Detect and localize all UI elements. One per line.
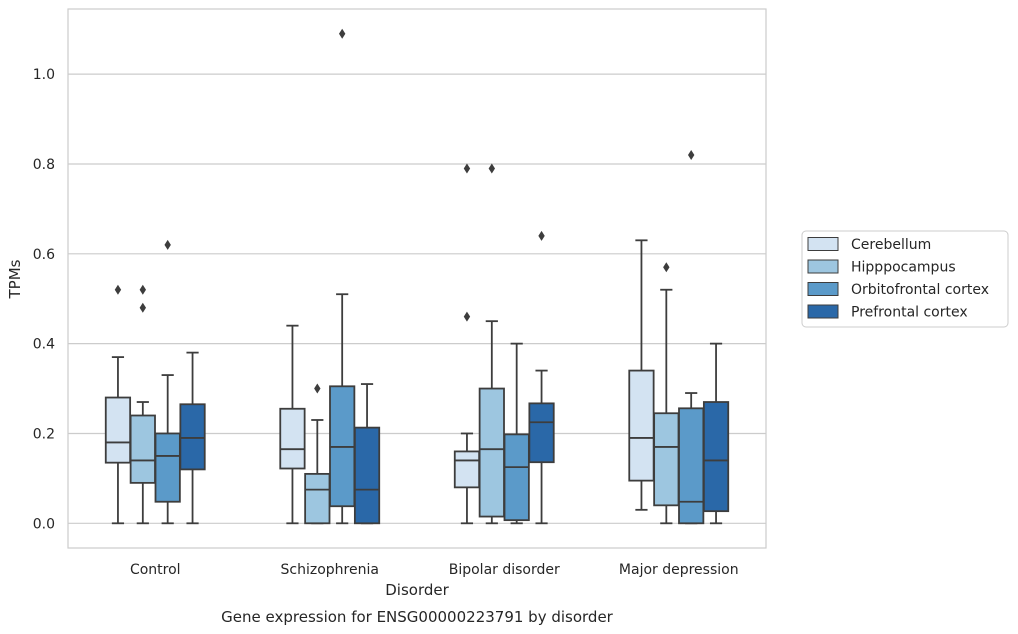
y-axis-label: TPMs (6, 259, 24, 299)
box-orbitofrontal-cortex-2 (503, 342, 530, 525)
y-tick-labels: 0.0 0.2 0.4 0.6 0.8 1.0 (33, 67, 55, 532)
box-body (453, 450, 481, 489)
box-plots (104, 28, 730, 525)
legend: Cerebellum Hipppocampus Orbitofrontal cort… (801, 230, 1009, 328)
legend-label: Hipppocampus (851, 260, 956, 276)
box-body (304, 472, 331, 525)
y-tick-label: 0.4 (33, 337, 55, 353)
box-body (179, 403, 206, 471)
legend-swatch (807, 282, 839, 296)
box-prefrontal-cortex-0 (179, 351, 206, 525)
outlier-point (114, 284, 122, 295)
legend-label: Cerebellum (851, 237, 931, 253)
box-cerebellum-1 (279, 324, 306, 525)
legend-swatch (807, 237, 839, 251)
x-tick-labels: Control Schizophrenia Bipolar disorder Majo… (130, 562, 739, 578)
outlier-point (164, 239, 171, 250)
y-tick-label: 0.0 (33, 516, 55, 532)
box-prefrontal-cortex-1 (353, 383, 381, 525)
box-body (129, 414, 156, 484)
x-tick-label: Schizophrenia (281, 562, 379, 578)
plot-frame (67, 8, 767, 549)
box-hipppocampus-1 (304, 383, 331, 525)
outlier-point (538, 230, 545, 241)
legend-swatch (807, 304, 839, 319)
outlier-point (314, 383, 321, 394)
box-body (628, 369, 655, 482)
legend-label: Orbitofrontal cortex (851, 282, 989, 298)
box-cerebellum-3 (628, 239, 655, 511)
box-body (154, 432, 181, 503)
legend-frame (801, 230, 1009, 328)
x-tick-label: Bipolar disorder (449, 562, 560, 578)
y-tick-label: 0.8 (33, 157, 55, 173)
y-tick-label: 0.6 (33, 247, 55, 263)
box-cerebellum-0 (104, 284, 132, 525)
box-body (104, 396, 132, 464)
x-axis-label: Disorder (385, 581, 449, 599)
box-hipppocampus-3 (653, 262, 680, 525)
box-body (353, 426, 381, 525)
y-tick-label: 0.2 (33, 426, 55, 442)
x-tick-label: Control (130, 562, 181, 578)
outlier-point (663, 262, 670, 273)
box-body (678, 407, 705, 525)
box-orbitofrontal-cortex-1 (329, 28, 356, 525)
outlier-point (139, 302, 147, 313)
box-body (279, 407, 306, 470)
box-body (702, 401, 730, 513)
figure-caption: Gene expression for ENSG00000223791 by d… (221, 608, 614, 626)
box-cerebellum-2 (453, 163, 481, 525)
x-tick-label: Major depression (619, 562, 739, 578)
box-body (528, 402, 555, 464)
box-body (503, 433, 530, 522)
box-hipppocampus-0 (129, 284, 156, 525)
outlier-point (139, 284, 147, 295)
box-hipppocampus-2 (478, 163, 505, 525)
box-prefrontal-cortex-3 (702, 342, 730, 525)
box-body (653, 412, 680, 507)
outlier-point (687, 149, 695, 160)
legend-label: Prefrontal cortex (851, 305, 968, 321)
box-orbitofrontal-cortex-0 (154, 239, 181, 525)
outlier-point (338, 28, 346, 39)
box-body (478, 387, 505, 518)
box-prefrontal-cortex-2 (528, 230, 555, 525)
outlier-point (488, 163, 496, 174)
y-tick-label: 1.0 (33, 67, 55, 83)
outlier-point (463, 163, 471, 174)
legend-swatch (807, 259, 839, 274)
box-orbitofrontal-cortex-3 (678, 149, 705, 525)
outlier-point (463, 311, 471, 322)
